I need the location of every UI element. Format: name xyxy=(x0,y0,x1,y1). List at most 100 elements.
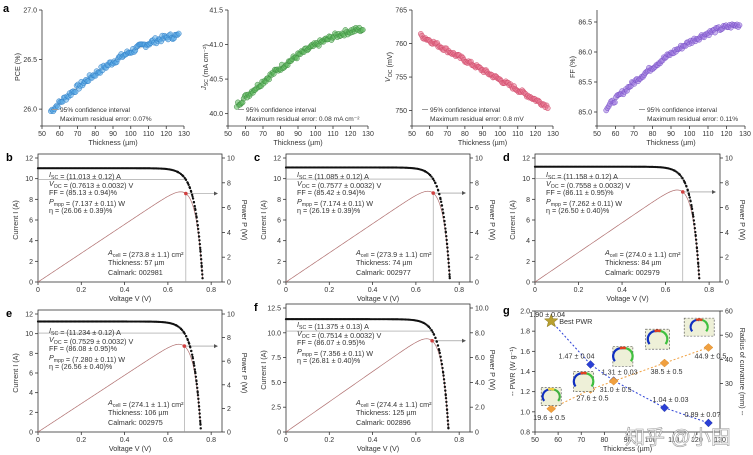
x-tick-label: 0 xyxy=(284,287,288,294)
panel-label-e: e xyxy=(6,308,12,320)
x-tick-label: 0 xyxy=(533,287,537,294)
text-span: FF = (85.42 ± 0.94)% xyxy=(297,188,366,197)
text-span: (mV) xyxy=(385,52,394,70)
arrow-right-icon xyxy=(462,338,466,343)
iv-point xyxy=(200,265,203,269)
panel-label-a: a xyxy=(3,3,10,15)
y2-tick-label: 10 xyxy=(227,312,235,319)
iv-point xyxy=(683,180,686,184)
panel-a-3-chart: 50 60 70 80 90 100 110 120 130 750 755 760 765 Thickn… xyxy=(383,8,559,148)
iv-point xyxy=(442,378,446,381)
x-tick-label: 110 xyxy=(327,131,338,138)
x-tick-label: 100 xyxy=(125,131,137,138)
plot-frame xyxy=(285,153,471,283)
y2-tick-label: 8.0 xyxy=(475,330,485,337)
y2-tick-label: 2 xyxy=(475,255,479,262)
x-tick-label: 60 xyxy=(554,437,562,444)
cell-annotation: Calmark: 002975 xyxy=(108,418,163,427)
residual-note: Maximum residual error: 0.07% xyxy=(60,116,152,123)
text-span: = (0.7558 ± 0.0032) V xyxy=(559,181,631,190)
iv-point xyxy=(448,273,451,276)
x-tick-label: 90 xyxy=(294,131,302,138)
symbol: I xyxy=(49,326,51,335)
inset-frame xyxy=(683,317,715,337)
arrow-right-icon xyxy=(214,191,218,196)
iv-point xyxy=(194,371,197,375)
text-span: (mA cm⁻²) xyxy=(201,44,210,79)
residual-note: Maximum residual error: 0.11% xyxy=(647,116,738,123)
iv-point xyxy=(685,184,688,188)
y-tick-label: 1.2 xyxy=(520,389,530,396)
x-tick-label: 100 xyxy=(310,131,322,138)
text-span: Thickness: 57 µm xyxy=(108,258,164,267)
subscript: mpp xyxy=(54,202,64,208)
y2-tick-label: 2 xyxy=(725,255,729,262)
x-tick-label: 0.4 xyxy=(368,287,378,294)
x-axis-label: Thickness (µm) xyxy=(603,444,652,453)
iv-point xyxy=(193,204,196,208)
iv-point xyxy=(448,275,451,278)
pwr-value-label: 1.90 ± 0.04 xyxy=(529,310,565,319)
panel-e-chart: e 0 0.2 0.4 0.6 0.8 0 2 4 6 8 10 12 0 2 4 6 8 10 Voltage V … xyxy=(6,308,249,453)
y-tick-label: 0.8 xyxy=(520,430,530,437)
panel-label-f: f xyxy=(254,302,258,314)
x-tick-label: 50 xyxy=(38,131,46,138)
param-annotation: ISC = (11.013 ± 0.12) A xyxy=(49,170,121,181)
text-span: = (0.7514 ± 0.0032) V xyxy=(310,331,382,340)
iv-point xyxy=(443,219,446,223)
y-axis-label: Current I (A) xyxy=(508,200,517,240)
iv-point xyxy=(448,276,451,280)
arrow-right-icon xyxy=(214,344,218,349)
y-axis-label: JSC (mA cm⁻²) xyxy=(199,44,210,91)
text-span: = (7.137 ± 0.11) W xyxy=(64,199,125,208)
curvature-inset-icon xyxy=(572,371,595,392)
iv-point xyxy=(680,175,683,178)
legend-label: 95% confidence interval xyxy=(60,107,131,114)
y-tick-label: 1.8 xyxy=(520,329,530,336)
y2-axis-label: Power P (W) xyxy=(488,350,497,391)
subscript: OC xyxy=(551,184,559,190)
iv-point xyxy=(174,324,178,327)
mpp-marker xyxy=(430,338,434,343)
iv-point xyxy=(697,273,701,276)
text-span: = (7.280 ± 0.11) W xyxy=(64,355,125,364)
iv-point xyxy=(195,382,199,386)
radius-value-label: 19.6 ± 0.5 xyxy=(533,413,565,422)
iv-point xyxy=(201,277,204,280)
subscript: SC xyxy=(51,175,58,181)
subscript: SC xyxy=(299,175,306,181)
y-tick-label: 6 xyxy=(29,218,33,225)
iv-point xyxy=(189,346,192,349)
iv-point xyxy=(196,393,200,397)
y-axis-label: Current I (A) xyxy=(11,200,20,240)
symbol: A xyxy=(604,248,610,257)
iv-point xyxy=(698,276,701,280)
text-span: Thickness: 125 µm xyxy=(356,408,416,417)
iv-point xyxy=(434,336,437,340)
text-span: Thickness: 74 µm xyxy=(356,258,412,267)
y2-tick-label: 0 xyxy=(475,430,479,437)
symbol: J xyxy=(199,86,208,91)
text-span: = (0.7577 ± 0.0032) V xyxy=(310,181,382,190)
iv-point xyxy=(696,261,700,264)
x-tick-label: 60 xyxy=(612,131,620,138)
param-annotation: ISC = (11.375 ± 0.13) A xyxy=(297,320,369,331)
cell-annotation: Calmark: 002979 xyxy=(605,268,660,277)
iv-point xyxy=(442,212,445,215)
iv-point xyxy=(694,230,697,234)
param-annotation: Pmpp = (7.280 ± 0.11) W xyxy=(49,353,125,364)
iv-point xyxy=(193,364,196,367)
x-tick-label: 120 xyxy=(345,131,357,138)
cell-annotation: Acell = (274.0 ± 1.1) cm² xyxy=(604,248,681,259)
watermark-text: 知乎 @小田 xyxy=(625,426,731,449)
x-tick-label: 0.6 xyxy=(411,287,421,294)
y-tick-label: 4 xyxy=(29,238,33,245)
y-axis-label: Current I (A) xyxy=(259,200,268,240)
iv-point xyxy=(198,408,201,412)
iv-point xyxy=(446,246,449,249)
iv-point xyxy=(195,220,199,223)
radius-value-label: 38.5 ± 0.5 xyxy=(651,367,683,376)
y2-axis-label: Power P (W) xyxy=(240,200,249,241)
x-tick-label: 0.2 xyxy=(76,287,86,294)
text-span: Calmark: 002981 xyxy=(108,268,163,277)
